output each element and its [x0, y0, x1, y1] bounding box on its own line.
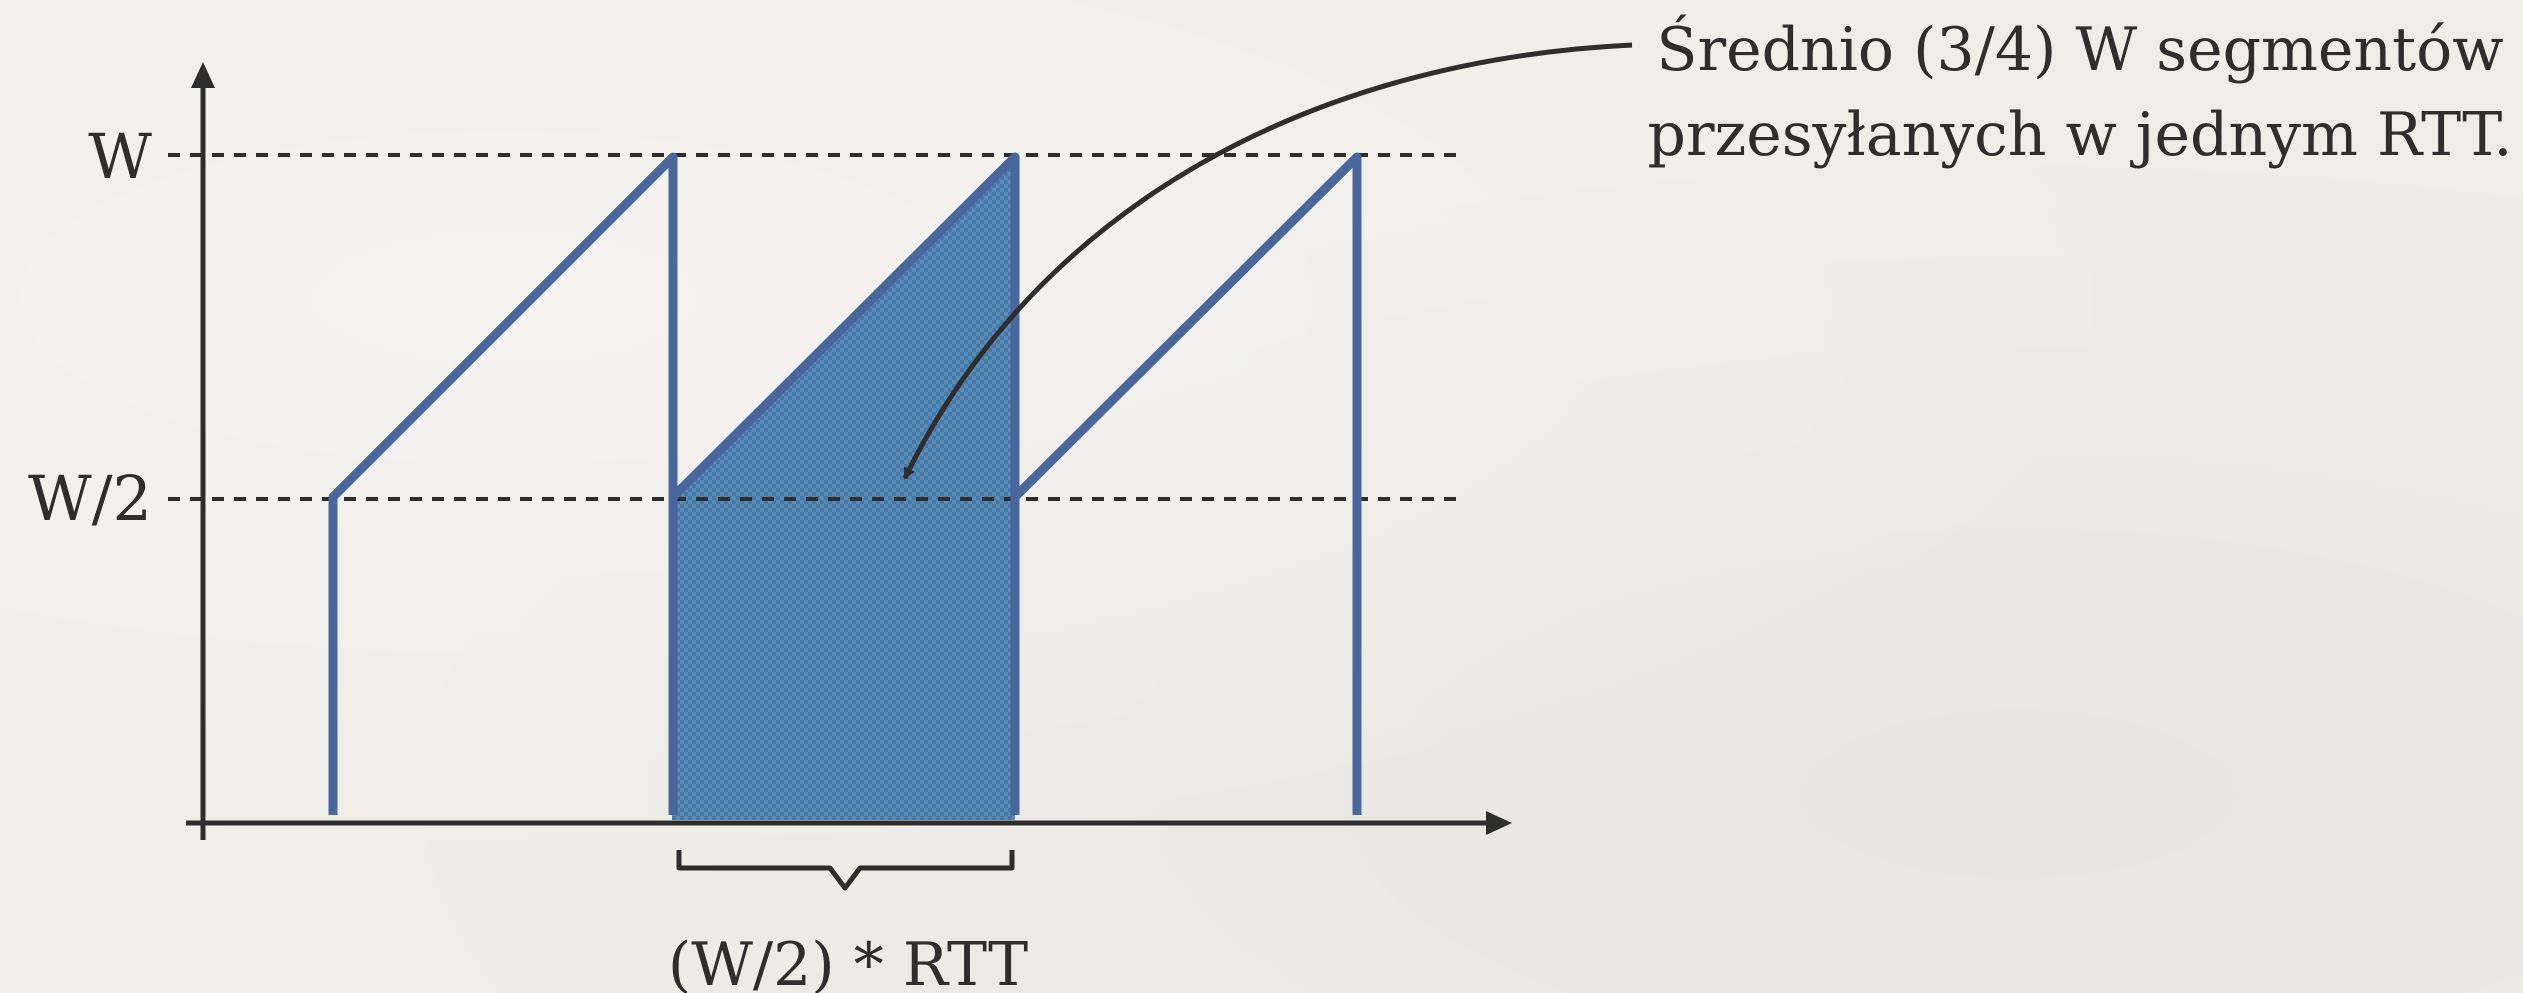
window-cycle-1 — [328, 152, 678, 815]
window-sawtooth — [328, 152, 1362, 815]
annotation-arrow — [902, 42, 1633, 480]
y-label-w: W — [88, 120, 152, 193]
window-cycle-2 — [669, 152, 1020, 815]
y-label-w-half: W/2 — [28, 462, 152, 535]
x-axis-arrow — [1486, 811, 1512, 835]
rtt-brace — [676, 850, 1015, 891]
shaded-cycle-area — [672, 157, 1015, 820]
rtt-brace-label: (W/2) * RTT — [668, 930, 1028, 993]
window-cycle-3 — [1011, 152, 1362, 815]
annotation-line-1: Średnio (3/4) W segmentów — [1656, 13, 2503, 85]
y-axis-arrow — [191, 62, 215, 88]
annotation-line-2: przesyłanych w jednym RTT. — [1648, 100, 2513, 170]
